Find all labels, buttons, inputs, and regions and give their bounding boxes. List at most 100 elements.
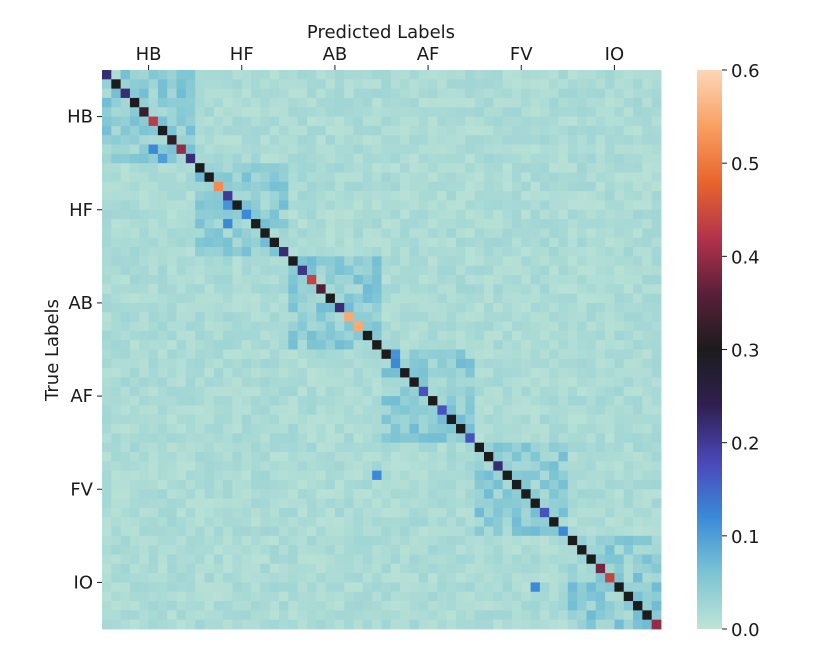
heatmap-cell <box>120 237 131 248</box>
heatmap-cell <box>139 349 149 360</box>
heatmap-cell <box>465 153 476 164</box>
heatmap-cell <box>493 340 504 350</box>
heatmap-cell <box>129 144 140 155</box>
heatmap-cell <box>316 144 326 155</box>
heatmap-cell <box>204 368 215 378</box>
heatmap-cell <box>260 340 271 350</box>
heatmap-cell <box>493 88 504 99</box>
heatmap-cell <box>334 498 345 509</box>
heatmap-cell <box>129 358 140 369</box>
heatmap-cell <box>176 358 187 369</box>
heatmap-cell <box>446 349 457 360</box>
heatmap-cell <box>279 330 289 341</box>
heatmap-cell <box>167 125 177 136</box>
heatmap-cell <box>223 489 233 499</box>
heatmap-cell <box>185 526 196 537</box>
heatmap-cell <box>129 507 140 518</box>
heatmap-cell <box>456 191 466 201</box>
heatmap-cell <box>102 209 112 220</box>
heatmap-cell <box>567 274 578 285</box>
heatmap-cell <box>474 535 485 546</box>
heatmap-cell <box>409 433 420 444</box>
heatmap-cell <box>474 433 485 444</box>
heatmap-cell <box>306 405 317 416</box>
heatmap-cell <box>651 116 662 127</box>
heatmap-cell <box>381 293 392 304</box>
heatmap-cell <box>344 619 354 630</box>
heatmap-cell <box>297 498 308 509</box>
heatmap-cell <box>642 284 653 294</box>
heatmap-cell <box>614 405 625 416</box>
heatmap-cell <box>102 79 112 90</box>
heatmap-cell <box>539 237 550 248</box>
heatmap-cell <box>381 517 392 527</box>
heatmap-cell <box>185 70 196 80</box>
heatmap-cell <box>614 293 625 304</box>
heatmap-cell <box>474 461 485 472</box>
heatmap-cell <box>167 349 177 360</box>
heatmap-cell <box>213 451 224 462</box>
heatmap-cell <box>390 470 401 481</box>
heatmap-cell <box>176 228 187 239</box>
heatmap-cell <box>605 610 615 621</box>
heatmap-cell <box>279 284 289 294</box>
heatmap-cell <box>241 219 252 229</box>
heatmap-cell <box>102 293 112 304</box>
heatmap-cell <box>251 79 261 90</box>
heatmap-cell <box>213 247 224 257</box>
heatmap-cell <box>269 70 280 80</box>
heatmap-cell <box>502 172 513 183</box>
heatmap-cell <box>120 573 131 583</box>
colorbar-tick-label: 0.1 <box>731 527 760 548</box>
heatmap-cell <box>251 256 261 267</box>
heatmap-cell <box>241 256 252 267</box>
heatmap-cell <box>129 470 140 481</box>
heatmap-cell <box>483 405 494 416</box>
heatmap-cell <box>269 191 280 201</box>
heatmap-cell <box>185 563 196 574</box>
heatmap-cell <box>120 181 131 192</box>
heatmap-cell <box>325 172 336 183</box>
heatmap-cell <box>260 610 271 621</box>
heatmap-cell <box>614 163 625 173</box>
heatmap-cell <box>204 200 215 211</box>
heatmap-cell <box>428 582 438 593</box>
heatmap-cell <box>390 610 401 621</box>
heatmap-cell <box>381 107 392 117</box>
heatmap-cell <box>651 470 662 481</box>
heatmap-cell <box>549 181 559 192</box>
heatmap-cell <box>642 349 653 360</box>
heatmap-cell <box>344 163 354 173</box>
heatmap-cell <box>502 368 513 378</box>
heatmap-cell <box>539 414 550 425</box>
heatmap-cell <box>558 619 569 630</box>
heatmap-cell <box>139 247 149 257</box>
heatmap-cell <box>437 340 448 350</box>
heatmap-cell <box>474 144 485 155</box>
heatmap-cell <box>195 601 205 611</box>
heatmap-cell <box>306 200 317 211</box>
heatmap-cell <box>642 368 653 378</box>
heatmap-cell <box>111 172 122 183</box>
heatmap-cell <box>446 526 457 537</box>
heatmap-cell <box>530 302 541 313</box>
heatmap-cell <box>493 396 504 406</box>
heatmap-cell <box>418 582 429 593</box>
heatmap-cell <box>297 451 308 462</box>
heatmap-cell <box>362 414 373 425</box>
heatmap-cell <box>595 545 606 555</box>
heatmap-cell <box>474 181 485 192</box>
heatmap-cell <box>446 610 457 621</box>
heatmap-cell <box>372 256 382 267</box>
heatmap-cell <box>521 610 531 621</box>
heatmap-cell <box>111 191 122 201</box>
heatmap-cell <box>502 135 513 145</box>
heatmap-cell <box>456 144 466 155</box>
heatmap-cell <box>316 563 326 574</box>
heatmap-cell <box>483 442 494 453</box>
heatmap-cell <box>390 181 401 192</box>
heatmap-cell <box>241 442 252 453</box>
heatmap-cell <box>260 228 271 239</box>
heatmap-cell <box>288 107 299 117</box>
